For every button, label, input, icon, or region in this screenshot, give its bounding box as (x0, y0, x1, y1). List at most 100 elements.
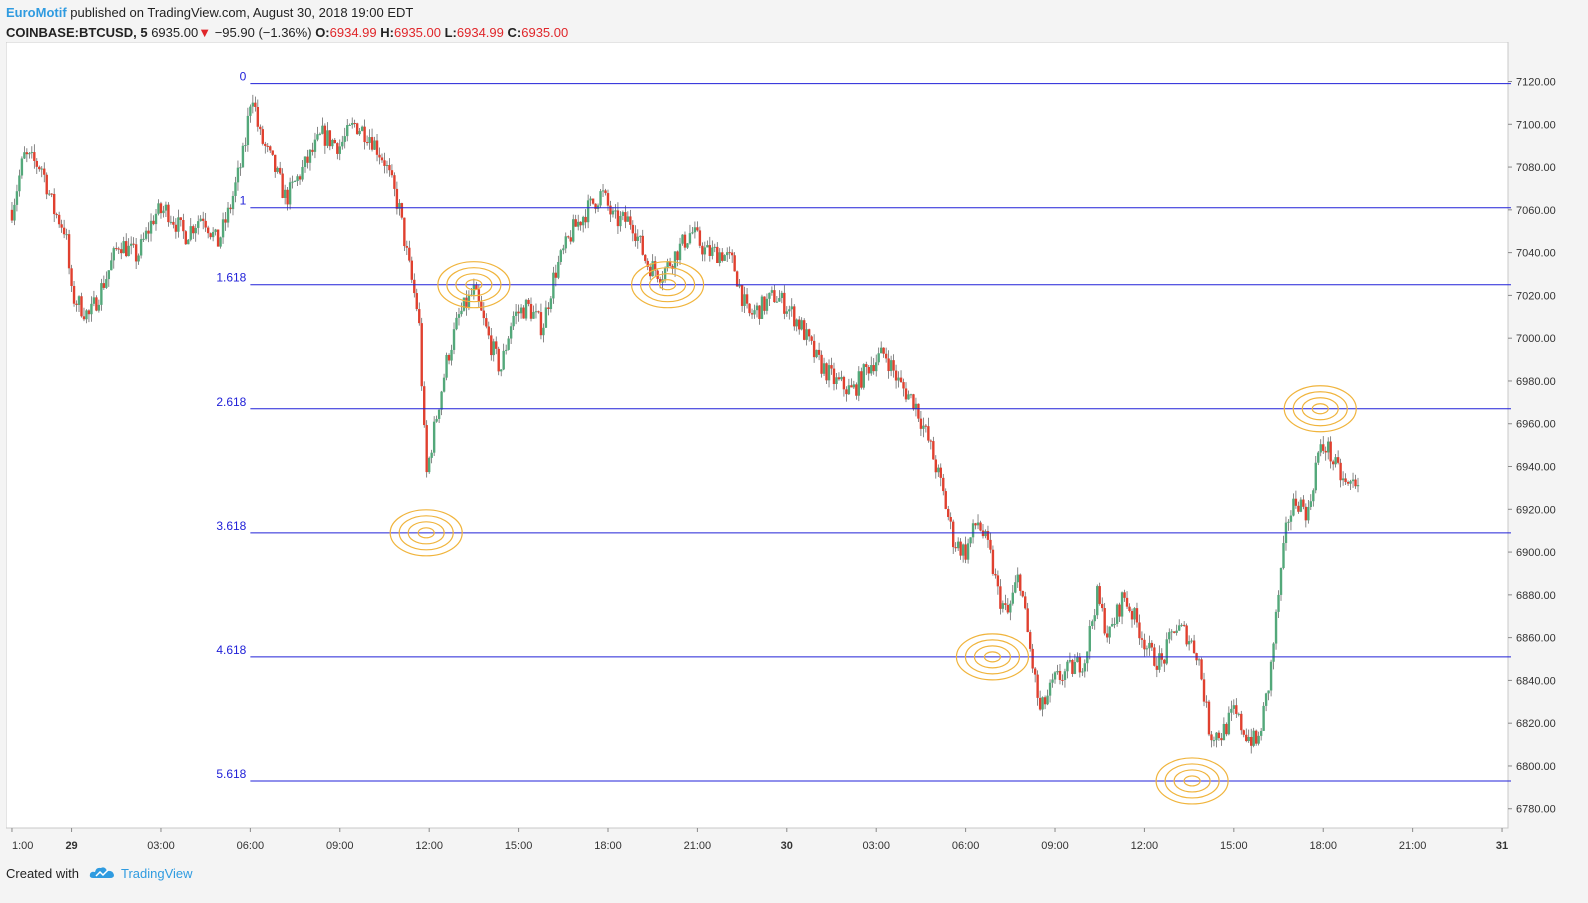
candle-body (1240, 713, 1243, 731)
candle-body (380, 157, 384, 161)
candle-body (1056, 670, 1059, 673)
candle-body (1247, 736, 1250, 742)
candle-body (1341, 478, 1345, 481)
candle-body (234, 182, 237, 196)
candle-body (539, 312, 543, 336)
circle-ring (1301, 397, 1339, 421)
candle-body (500, 369, 503, 372)
candle-body (917, 403, 920, 419)
author-link[interactable]: EuroMotif (6, 5, 67, 20)
candle-body (1135, 608, 1139, 623)
candle-body (62, 227, 66, 235)
candle-body (1277, 594, 1280, 612)
candle-body (281, 173, 284, 198)
candle-body (549, 298, 553, 309)
candle-body (1314, 462, 1317, 491)
circle-ring (465, 279, 483, 291)
plot-area[interactable] (6, 42, 1509, 829)
candle-body (1254, 730, 1258, 744)
candle-body (547, 307, 550, 309)
candle-body (1083, 663, 1087, 672)
candle-body (609, 205, 612, 215)
candle-body (1058, 670, 1062, 680)
candle-body (35, 160, 38, 167)
candle-body (336, 143, 339, 154)
target-circle (1155, 757, 1229, 805)
candle-body (261, 129, 264, 144)
candle-body (845, 389, 848, 395)
candle-body (522, 307, 525, 319)
candle-body (455, 317, 458, 330)
candle-body (1051, 679, 1054, 683)
candle-body (447, 354, 451, 361)
candle-body (385, 165, 389, 167)
candle-body (651, 261, 654, 277)
candle-body (629, 216, 632, 225)
candle-body (1078, 656, 1082, 673)
candle-body (887, 358, 890, 372)
candle-body (306, 156, 309, 163)
candle-body (72, 285, 76, 304)
candle-body (460, 310, 463, 315)
price-tick-label: 7100.00 (1516, 119, 1556, 131)
candle-body (616, 210, 620, 227)
candle-body (802, 320, 806, 340)
candle-body (395, 188, 399, 209)
candle-body (611, 210, 615, 215)
candle-body (514, 311, 518, 316)
candle-body (875, 362, 878, 372)
candle-body (197, 221, 200, 228)
candle-body (301, 166, 304, 180)
candle-body (961, 544, 965, 556)
candle-body (1202, 679, 1206, 702)
candle-body (10, 209, 14, 221)
candle-body (333, 139, 337, 144)
candle-body (110, 260, 113, 271)
candle-body (743, 294, 746, 306)
candle-body (1150, 642, 1154, 648)
candle-body (733, 255, 736, 272)
candle-body (964, 544, 967, 560)
candle-body (1108, 626, 1111, 638)
candle-body (934, 459, 938, 473)
candle-body (969, 537, 972, 544)
candle-body (80, 296, 83, 317)
candle-body (559, 250, 563, 262)
candle-body (1192, 640, 1196, 654)
candle-body (1324, 450, 1327, 453)
candle-body (236, 167, 240, 183)
candle-body (718, 252, 721, 264)
candle-body (542, 327, 545, 336)
candle-body (847, 385, 851, 395)
candle-body (1222, 723, 1226, 741)
candle-body (70, 268, 73, 286)
candle-body (621, 212, 625, 216)
candle-body (57, 214, 61, 225)
candle-body (214, 229, 217, 232)
candle-body (149, 220, 153, 234)
circle-ring (437, 261, 511, 309)
candle-body (338, 146, 341, 154)
candle-body (753, 310, 756, 315)
circle-ring (1164, 763, 1220, 799)
candle-body (562, 248, 565, 251)
candle-body (1076, 656, 1079, 663)
candle-body (485, 318, 488, 327)
price-tick-label: 7000.00 (1516, 333, 1556, 345)
candle-body (942, 477, 945, 492)
candle-body (1028, 632, 1032, 649)
candle-body (1048, 682, 1052, 696)
candle-body (790, 306, 793, 310)
candle-body (87, 310, 91, 315)
candle-body (368, 137, 371, 143)
candle-body (1101, 603, 1104, 609)
candle-body (949, 516, 952, 522)
tradingview-link[interactable]: TradingView (121, 866, 193, 881)
candle-body (492, 341, 495, 356)
candle-body (1091, 621, 1094, 626)
price-chart[interactable]: 0 1 1.618 2.618 3.618 4.618 5.618 6780.00 6800.… (6, 42, 1582, 860)
candle-body (1289, 515, 1293, 522)
candle-body (716, 246, 719, 264)
circle-ring (455, 273, 493, 297)
candle-body (378, 154, 381, 158)
